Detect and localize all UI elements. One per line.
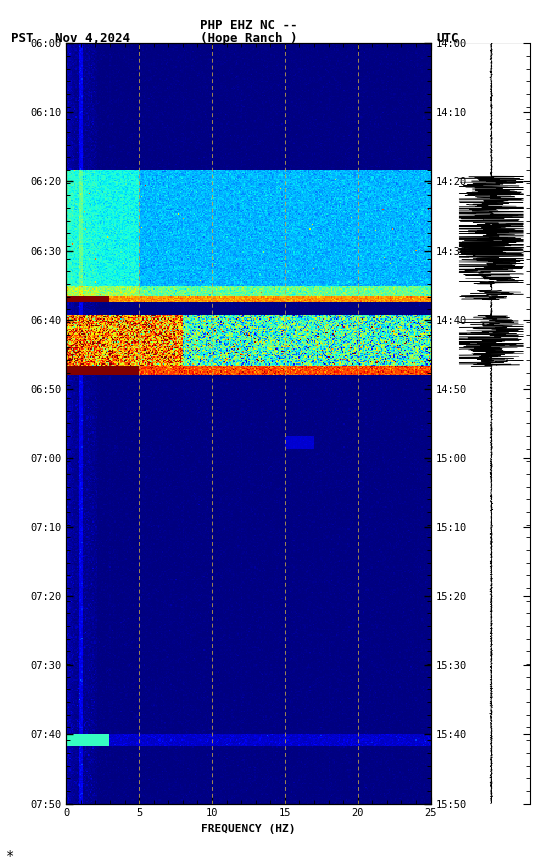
Text: UTC: UTC (436, 32, 459, 45)
Text: *: * (6, 848, 14, 862)
X-axis label: FREQUENCY (HZ): FREQUENCY (HZ) (201, 824, 296, 834)
Text: PST: PST (11, 32, 34, 45)
Text: Nov 4,2024: Nov 4,2024 (55, 32, 130, 45)
Text: PHP EHZ NC --: PHP EHZ NC -- (200, 19, 297, 32)
Text: (Hope Ranch ): (Hope Ranch ) (200, 32, 297, 45)
